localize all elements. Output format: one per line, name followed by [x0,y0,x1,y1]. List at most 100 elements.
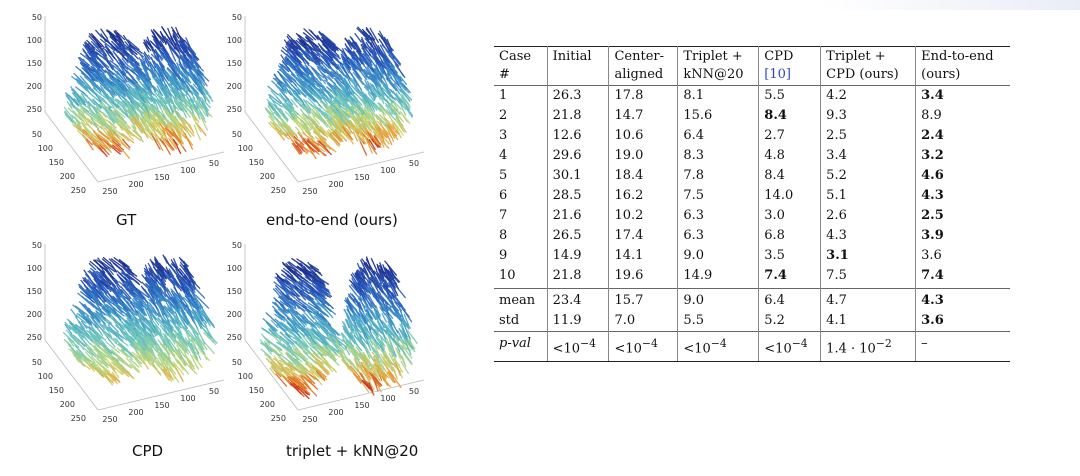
table-cell: 5.5 [677,311,759,332]
table-cell: 14.1 [608,246,678,266]
y-tick-label: 200 [328,180,343,189]
header-end-to-end: End-to-end (ours) [915,46,1010,86]
header-center-aligned: Center-aligned [608,46,678,86]
y-tick-label: 200 [128,408,143,417]
panel-triplet: 50 100 150 200 250 50 100 150 200 250 250 200 150 100… [224,240,434,468]
table-cell: 9.0 [677,288,759,311]
table-cell: 16.2 [608,186,678,206]
table-cell: 21.8 [546,266,609,289]
table-cell: 29.6 [546,146,609,166]
case-number: 5 [499,168,508,183]
x-tick-label: 50 [232,130,242,139]
case-number: 6 [499,188,508,203]
table-cell: 15.6 [677,106,759,126]
table-cell: 7.5 [820,266,916,289]
table-cell: 3.6 [915,246,1010,266]
table-cell: 3.2 [915,146,1010,166]
table-row: 7 21.6 10.2 6.3 3.0 2.6 2.5 [494,206,1010,226]
table-cell: 4.8 [758,146,821,166]
table-row-mean: mean 23.4 15.7 9.0 6.4 4.7 4.3 [494,288,1010,311]
table-row: 9 14.9 14.1 9.0 3.5 3.1 3.6 [494,246,1010,266]
pval-label: p-val [494,330,548,363]
x-tick-label: 50 [32,130,42,139]
x-tick-label: 200 [60,172,75,181]
pval-cell: – [915,330,1010,363]
case-number: 1 [499,88,508,103]
table-cell: 6.4 [677,126,759,146]
x-tick-label: 200 [260,400,275,409]
y-tick-label: 250 [102,187,117,196]
table-cell: 4.3 [820,226,916,246]
point-cloud-segments [62,254,218,386]
x-tick-label: 100 [238,144,253,153]
y-tick-label: 200 [128,180,143,189]
results-table-container: Case # Initial Center-aligned Triplet + kN… [494,46,1010,363]
table-cell: 7.4 [915,266,1010,289]
table-cell: 8.3 [677,146,759,166]
table-row-pval: p-val <10−4 <10−4 <10−4 <10−4 1.4 · 10−2… [494,330,1010,363]
case-number: 2 [499,108,508,123]
table-cell: 2.5 [820,126,916,146]
y-tick-label: 50 [409,159,419,168]
z-tick-label: 250 [227,333,242,342]
top-accent-bar [820,0,1080,10]
case-number: 4 [499,148,508,163]
table-cell: 7.8 [677,166,759,186]
table-cell: 14.7 [608,106,678,126]
z-tick-label: 200 [27,82,42,91]
case-number: 8 [499,228,508,243]
header-triplet-cpd: Triplet + CPD (ours) [820,46,916,86]
table-cell: 5.5 [758,85,821,106]
x-tick-label: 200 [260,172,275,181]
panel-gt: 50 100 150 200 250 50 100 150 200 250 250 200 150 100… [24,12,229,229]
table-cell: 6.4 [758,288,821,311]
axes: 50 100 150 200 250 50 100 150 200 250 250 200 150 100… [27,241,225,424]
table-cell: 4.7 [820,288,916,311]
header-cpd: CPD [10] [758,46,821,86]
table-cell: 12.6 [546,126,609,146]
pval-cell: <10−4 [758,330,821,363]
z-tick-label: 50 [32,241,42,250]
x-tick-label: 50 [32,358,42,367]
table-cell: 14.9 [546,246,609,266]
table-cell: 19.6 [608,266,678,289]
x-tick-label: 250 [71,414,86,423]
y-tick-label: 150 [154,401,169,410]
x-tick-label: 150 [249,158,264,167]
table-cell: 3.4 [820,146,916,166]
table-cell: 30.1 [546,166,609,186]
table-cell: 3.9 [915,226,1010,246]
x-tick-label: 200 [60,400,75,409]
z-tick-label: 100 [27,36,42,45]
table-cell: 9.0 [677,246,759,266]
pval-cell: 1.4 · 10−2 [820,330,916,363]
x-tick-label: 150 [49,386,64,395]
caption-gt: GT [116,211,137,229]
x-tick-label: 100 [238,372,253,381]
table-cell: 3.4 [915,85,1010,106]
panel-end-to-end: 50 100 150 200 250 50 100 150 200 250 250 200 150 100… [224,12,434,229]
z-tick-label: 100 [227,36,242,45]
table-cell: 7.5 [677,186,759,206]
pval-cell: <10−4 [608,330,678,363]
table-row: 2 21.8 14.7 15.6 8.4 9.3 8.9 [494,106,1010,126]
stat-label: std [499,313,520,328]
table-cell: 11.9 [546,311,609,332]
y-tick-label: 100 [380,394,395,403]
z-tick-label: 200 [227,82,242,91]
table-cell: 26.5 [546,226,609,246]
header-triplet-knn: Triplet + kNN@20 [677,46,759,86]
z-tick-label: 150 [27,59,42,68]
axes: 50 100 150 200 250 50 100 150 200 250 250 200 150 100… [227,13,425,196]
x-tick-label: 250 [271,186,286,195]
axes: 50 100 150 200 250 50 100 150 200 250 250 200 150 100… [227,241,425,424]
y-tick-label: 50 [209,387,219,396]
table-cell: 10.2 [608,206,678,226]
y-tick-label: 250 [302,187,317,196]
table-cell: 23.4 [546,288,609,311]
table-row: 4 29.6 19.0 8.3 4.8 3.4 3.2 [494,146,1010,166]
table-cell: 4.6 [915,166,1010,186]
x-tick-label: 50 [232,358,242,367]
citation-link[interactable]: [10] [764,67,791,82]
stat-label: mean [494,288,548,311]
